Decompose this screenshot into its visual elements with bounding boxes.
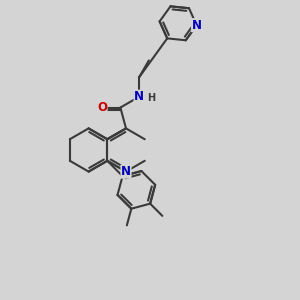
Text: N: N [121,165,131,178]
Text: N: N [134,90,144,103]
Text: O: O [97,101,107,114]
Text: N: N [192,19,202,32]
Text: H: H [148,93,156,103]
